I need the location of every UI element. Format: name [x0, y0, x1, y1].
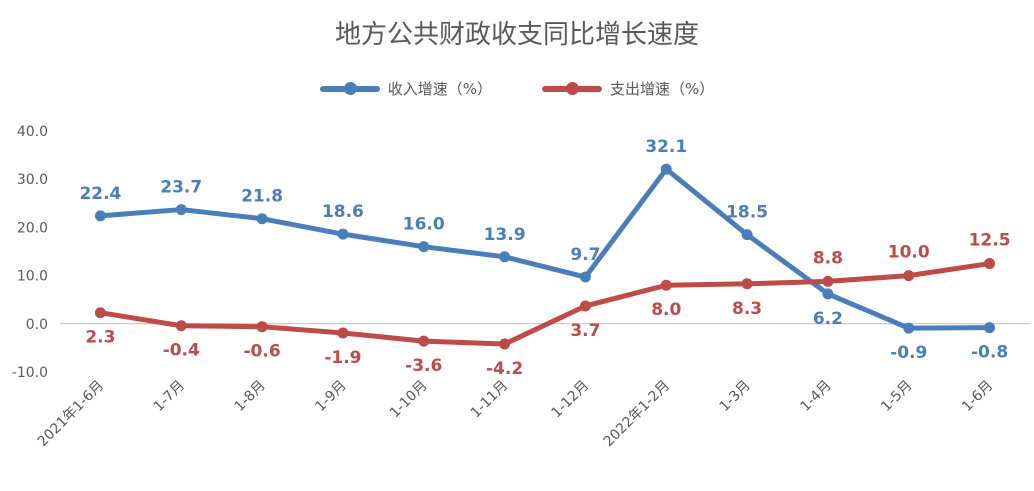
income-point: [175, 204, 187, 216]
legend-label-income: 收入增速（%）: [387, 80, 492, 98]
income-point: [579, 271, 591, 283]
income-point: [741, 229, 753, 241]
y-tick-label: 20.0: [17, 220, 48, 236]
income-data-label: 6.2: [813, 309, 843, 329]
x-tick-label: 1-8月: [232, 378, 269, 415]
x-tick-label: 1-4月: [797, 378, 834, 415]
expense-point: [499, 338, 511, 350]
expense-point: [660, 279, 672, 291]
income-point: [984, 322, 996, 334]
expense-point: [822, 275, 834, 287]
x-tick-label: 2022年1-2月: [601, 378, 673, 450]
data-labels: 22.4 23.7 21.8 18.6 16.0 13.9 9.7 32.1 18.5 6.2 -0…: [79, 137, 1010, 379]
x-tick-label: 1-10月: [387, 378, 431, 422]
x-tick-label: 1-5月: [878, 378, 915, 415]
income-data-label: 16.0: [403, 215, 445, 235]
expense-data-label: 8.8: [813, 248, 843, 268]
income-point: [660, 163, 672, 175]
income-point: [499, 251, 511, 263]
x-tick-label: 1-11月: [468, 378, 512, 422]
x-tick-label: 2021年1-6月: [35, 378, 107, 450]
y-tick-label: -10.0: [12, 365, 48, 381]
expense-data-label: 2.3: [85, 328, 115, 348]
income-point: [822, 288, 834, 300]
expense-point: [337, 327, 349, 339]
expense-point: [984, 258, 996, 270]
income-data-label: 32.1: [645, 137, 687, 157]
x-tick-label: 1-6月: [959, 378, 996, 415]
expense-data-label: 8.0: [651, 300, 681, 320]
income-point: [256, 213, 268, 225]
legend-swatch-income: [319, 81, 380, 95]
expense-point: [418, 335, 430, 347]
income-point: [337, 228, 349, 240]
expense-data-label: 8.3: [732, 299, 762, 319]
axes: -10.0 0.0 10.0 20.0 30.0 40.0 2021年1-6月 1-7月 1-8…: [12, 124, 1030, 450]
income-data-label: 23.7: [160, 178, 202, 198]
chart-title: 地方公共财政收支同比增长速度: [334, 20, 699, 50]
income-point: [418, 241, 430, 253]
legend-item-expense: 支出增速（%）: [542, 78, 714, 99]
income-data-label: 22.4: [79, 184, 121, 204]
legend-swatch-expense: [542, 81, 602, 95]
income-data-label: 18.5: [726, 203, 768, 223]
expense-data-label: -4.2: [486, 359, 523, 379]
income-data-label: 9.7: [570, 245, 600, 265]
income-series-line: [97, 166, 993, 331]
x-tick-label: 1-7月: [151, 378, 188, 415]
expense-point: [256, 321, 268, 333]
expense-data-label: -3.6: [405, 356, 442, 376]
expense-point: [903, 270, 915, 282]
expense-point: [175, 320, 187, 332]
income-data-label: -0.8: [971, 343, 1008, 363]
legend-label-expense: 支出增速（%）: [610, 80, 715, 98]
series-layer: [94, 163, 996, 350]
expense-data-label: 3.7: [570, 321, 600, 341]
income-data-label: 13.9: [484, 225, 526, 245]
expense-point: [579, 300, 591, 312]
y-tick-label: 40.0: [17, 124, 48, 140]
x-tick-label: 1-3月: [717, 378, 754, 415]
y-tick-label: 30.0: [17, 172, 48, 188]
x-tick-label: 1-12月: [549, 378, 593, 422]
y-tick-label: 0.0: [26, 317, 48, 333]
expense-data-label: -0.6: [243, 342, 280, 362]
legend-item-income: 收入增速（%）: [319, 78, 492, 99]
expense-data-label: 10.0: [888, 243, 930, 263]
expense-series-line: [97, 261, 993, 347]
income-data-label: 18.6: [322, 202, 364, 222]
x-tick-label: 1-9月: [312, 378, 349, 415]
income-data-label: 21.8: [241, 187, 283, 207]
expense-point: [741, 278, 753, 290]
income-point: [903, 322, 915, 334]
legend: 收入增速（%） 支出增速（%）: [0, 78, 1034, 99]
income-point: [94, 210, 106, 222]
y-tick-label: 10.0: [17, 269, 48, 285]
expense-data-label: -0.4: [163, 341, 200, 361]
expense-data-label: 12.5: [969, 231, 1011, 251]
expense-data-label: -1.9: [324, 348, 361, 368]
expense-point: [94, 307, 106, 319]
income-data-label: -0.9: [890, 343, 927, 363]
